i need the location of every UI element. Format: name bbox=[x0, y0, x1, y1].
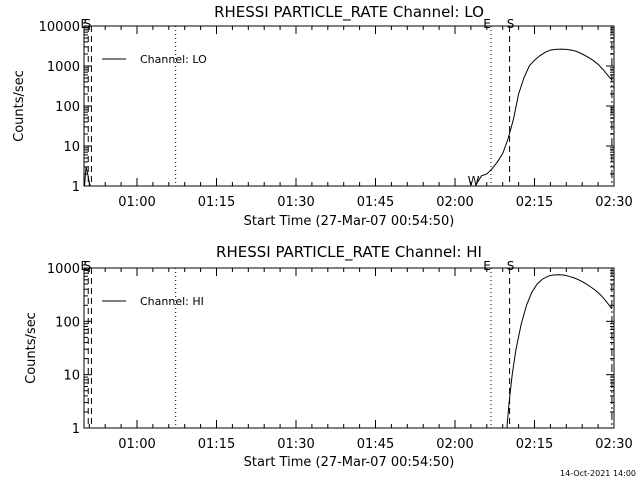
y-tick-label: 1 bbox=[72, 422, 80, 437]
series-line bbox=[474, 48, 613, 187]
y-tick-label: 10000 bbox=[39, 20, 80, 35]
event-label: S bbox=[84, 259, 92, 273]
y-tick-label: 10 bbox=[63, 369, 80, 384]
x-tick-label: 01:15 bbox=[198, 437, 235, 452]
x-axis-label: Start Time (27-Mar-07 00:54:50) bbox=[244, 214, 455, 229]
event-label: S bbox=[84, 17, 92, 31]
series-line bbox=[84, 166, 91, 187]
x-tick-label: 02:00 bbox=[436, 195, 473, 210]
y-tick-label: 100 bbox=[55, 315, 80, 330]
plot-frame bbox=[83, 25, 615, 187]
timestamp-footer: 14-Oct-2021 14:00 bbox=[560, 469, 636, 478]
legend-label: Channel: HI bbox=[140, 295, 204, 308]
x-tick-label: 02:30 bbox=[595, 437, 632, 452]
y-axis-label: Counts/sec bbox=[24, 312, 39, 384]
event-label: E bbox=[483, 17, 491, 31]
y-axis-label: Counts/sec bbox=[12, 70, 27, 142]
x-axis-label: Start Time (27-Mar-07 00:54:50) bbox=[244, 455, 455, 470]
x-tick-label: 02:30 bbox=[595, 195, 632, 210]
x-tick-label: 01:30 bbox=[277, 195, 314, 210]
x-tick-label: 01:00 bbox=[118, 437, 155, 452]
x-tick-label: 01:15 bbox=[198, 195, 235, 210]
y-tick-label: 1000 bbox=[47, 262, 80, 277]
x-tick-label: 01:45 bbox=[357, 437, 394, 452]
chart-title: RHESSI PARTICLE_RATE Channel: LO bbox=[214, 3, 484, 22]
x-tick-label: 01:30 bbox=[277, 437, 314, 452]
y-tick-label: 1000 bbox=[47, 60, 80, 75]
y-tick-label: 1 bbox=[72, 180, 80, 195]
event-label: E bbox=[80, 17, 88, 31]
x-tick-label: 02:15 bbox=[516, 195, 553, 210]
x-tick-label: 01:00 bbox=[118, 195, 155, 210]
series-line bbox=[506, 274, 613, 429]
legend-label: Channel: LO bbox=[140, 53, 207, 66]
y-tick-label: 10 bbox=[63, 140, 80, 155]
event-label: S bbox=[507, 17, 515, 31]
chart-title: RHESSI PARTICLE_RATE Channel: HI bbox=[216, 243, 482, 262]
event-label: S bbox=[507, 259, 515, 273]
plot-frame bbox=[83, 267, 615, 429]
x-tick-label: 02:15 bbox=[516, 437, 553, 452]
event-label: E bbox=[483, 259, 491, 273]
x-tick-label: 01:45 bbox=[357, 195, 394, 210]
event-label: E bbox=[80, 259, 88, 273]
x-tick-label: 02:00 bbox=[436, 437, 473, 452]
y-tick-label: 100 bbox=[55, 100, 80, 115]
